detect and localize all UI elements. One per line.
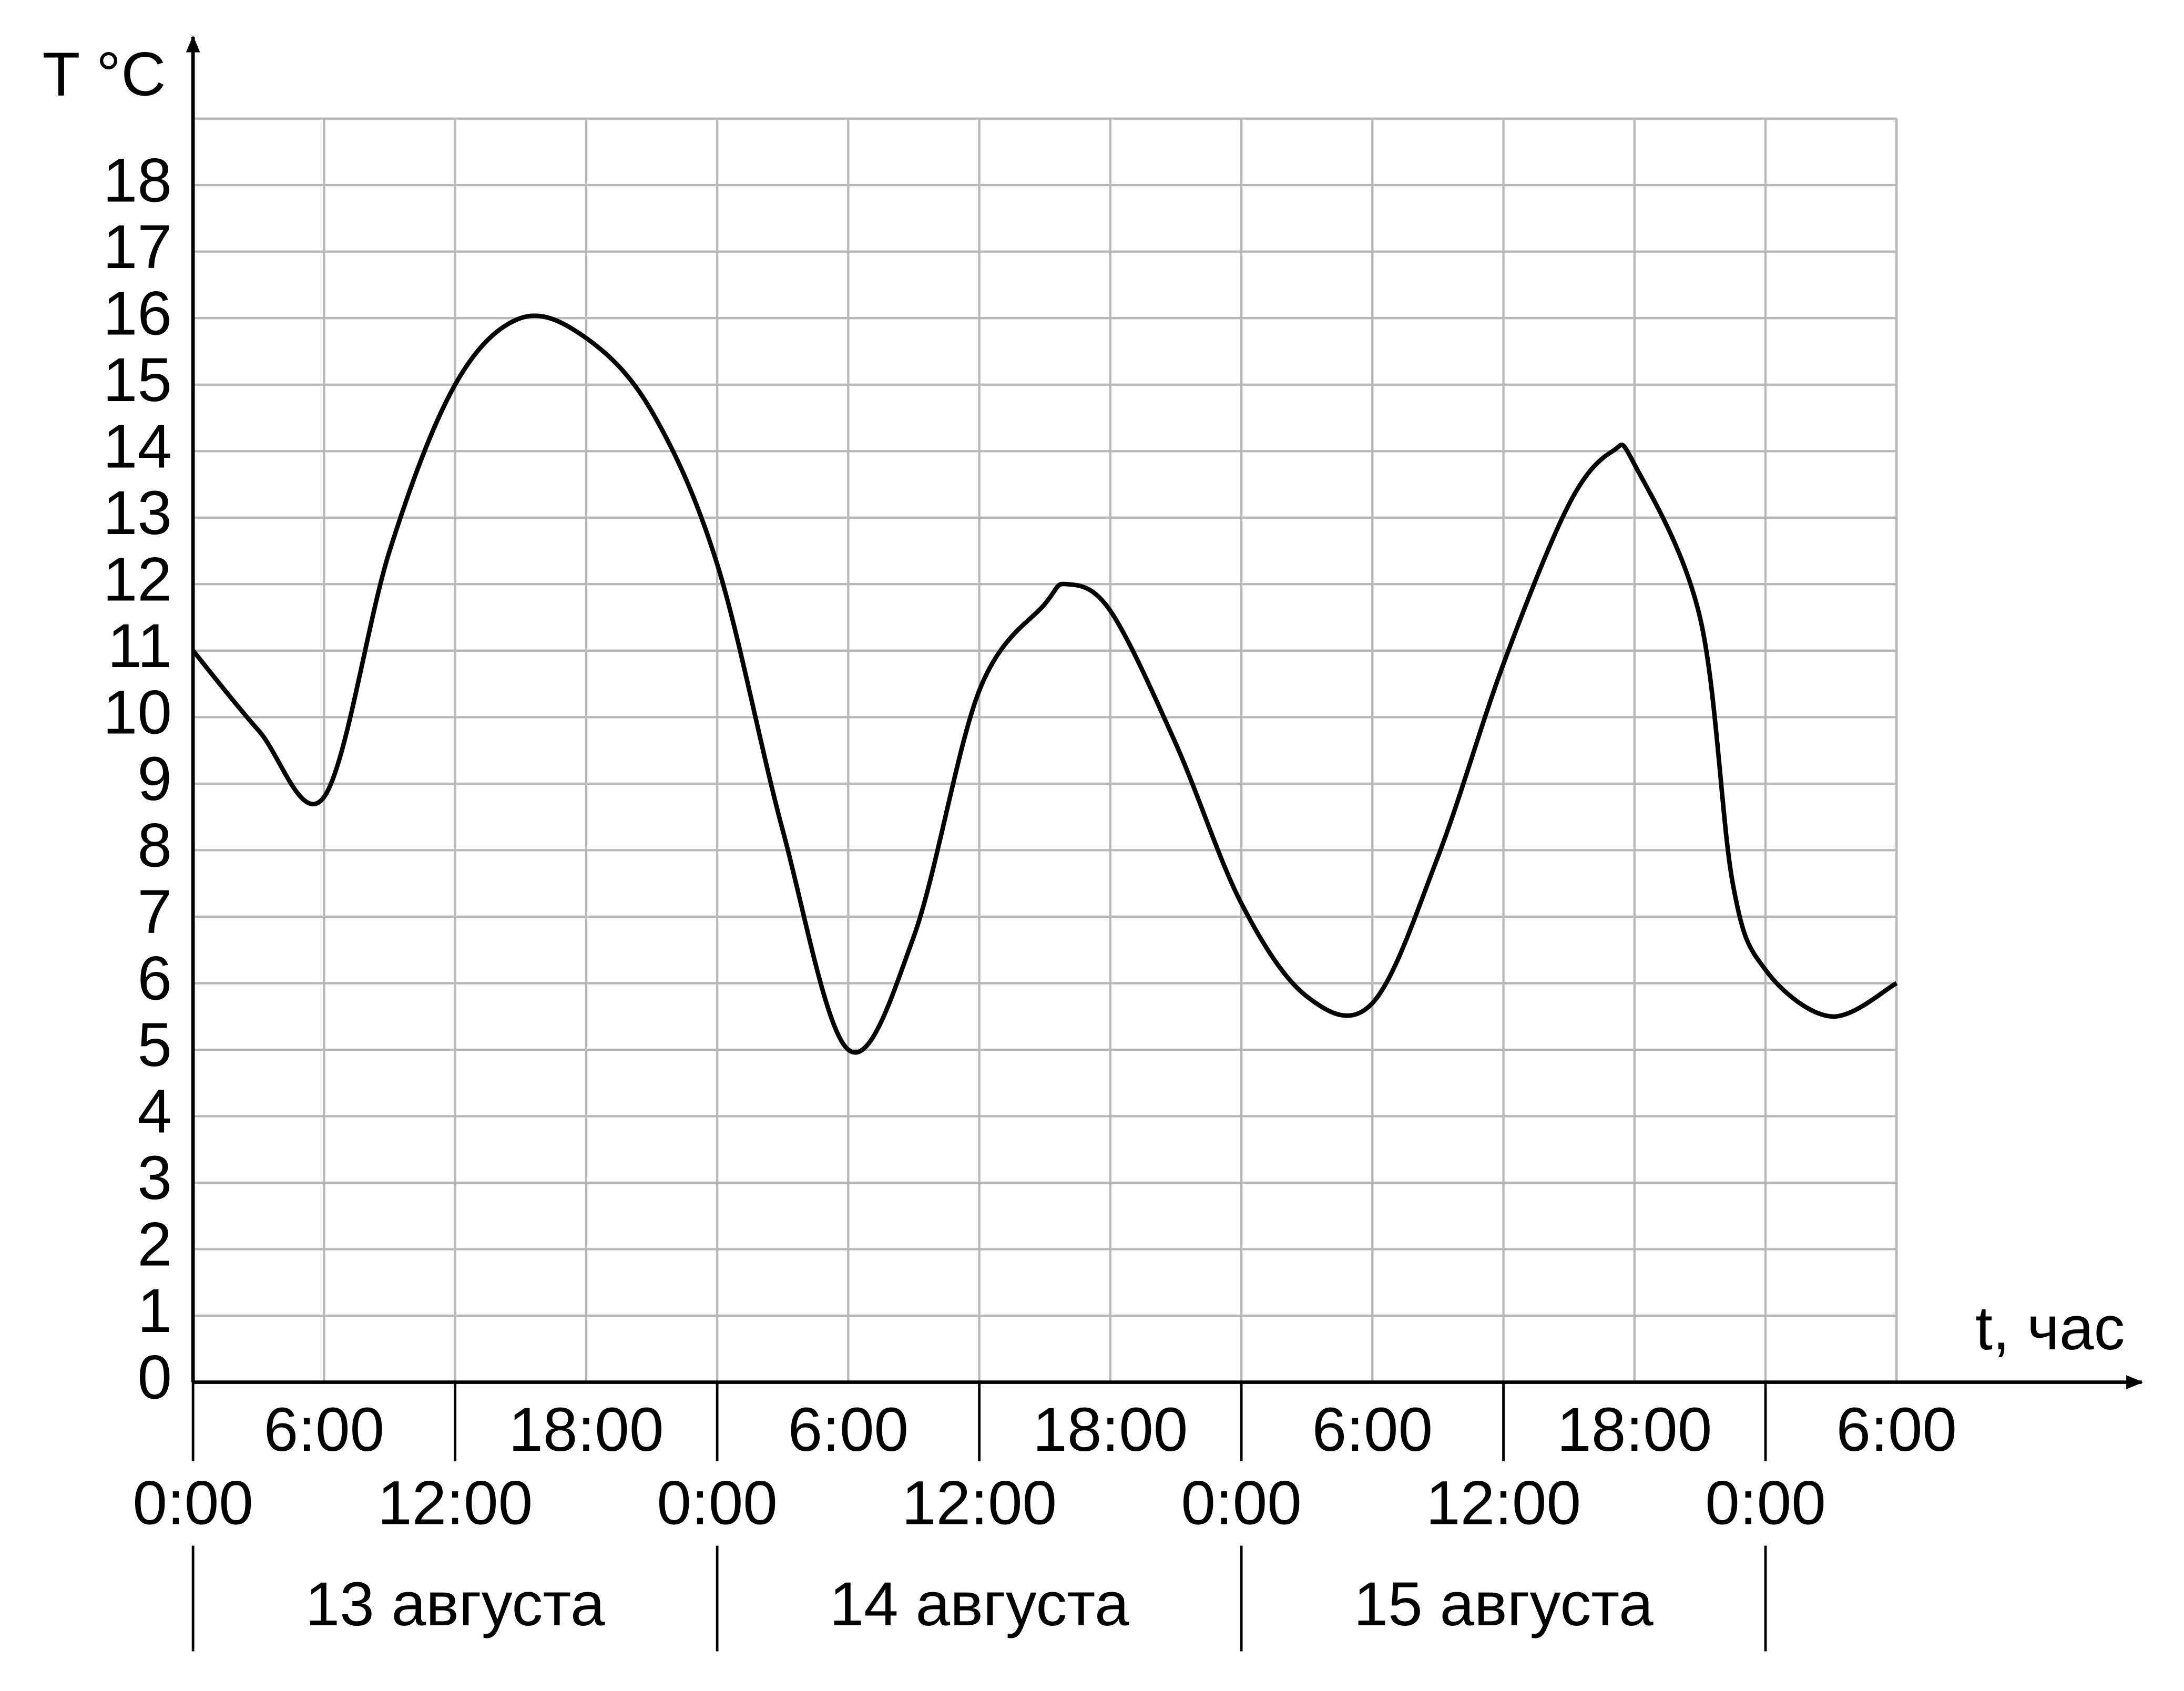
x-tick-label: 0:00: [1705, 1468, 1825, 1537]
y-tick-label: 12: [103, 544, 172, 613]
x-tick-label: 0:00: [132, 1468, 253, 1537]
x-tick-label: 6:00: [788, 1395, 909, 1464]
y-tick-label: 10: [103, 677, 172, 746]
y-tick-label: 16: [103, 278, 172, 347]
x-tick-label: 6:00: [1312, 1395, 1433, 1464]
day-label: 14 августа: [830, 1569, 1129, 1638]
y-tick-label: 11: [108, 611, 172, 680]
y-tick-label: 17: [103, 212, 172, 281]
temperature-line: [191, 313, 1898, 1055]
x-tick-label: 0:00: [657, 1468, 777, 1537]
y-tick-label: 3: [137, 1143, 172, 1212]
x-tick-label: 18:00: [1033, 1395, 1188, 1464]
x-tick-label: 18:00: [508, 1395, 664, 1464]
y-tick-label: 13: [103, 478, 172, 547]
y-tick-label: 1: [137, 1276, 172, 1345]
x-tick-label: 6:00: [1836, 1395, 1957, 1464]
y-tick-label: 6: [137, 944, 172, 1013]
y-tick-label: 0: [137, 1342, 172, 1412]
x-tick-label: 12:00: [902, 1468, 1057, 1537]
x-axis-label: t, час: [1975, 1293, 2125, 1362]
y-axis-label: T °C: [42, 39, 166, 109]
grid: [192, 117, 1898, 1383]
day-label: 13 августа: [305, 1569, 605, 1638]
x-tick-label: 18:00: [1557, 1395, 1712, 1464]
day-label: 15 августа: [1354, 1569, 1654, 1638]
y-tick-label: 14: [103, 411, 172, 480]
y-tick-label: 2: [137, 1210, 172, 1279]
y-tick-label: 5: [137, 1010, 172, 1079]
y-tick-label: 18: [103, 145, 172, 214]
x-tick-label: 12:00: [1426, 1468, 1581, 1537]
y-tick-label: 7: [137, 877, 172, 946]
y-tick-label: 9: [137, 744, 172, 813]
y-tick-label: 4: [137, 1077, 172, 1146]
y-tick-label: 8: [137, 811, 172, 880]
x-tick-label: 12:00: [377, 1468, 533, 1537]
y-tick-label: 15: [103, 345, 172, 414]
x-tick-label: 0:00: [1181, 1468, 1301, 1537]
x-tick-label: 6:00: [264, 1395, 384, 1464]
